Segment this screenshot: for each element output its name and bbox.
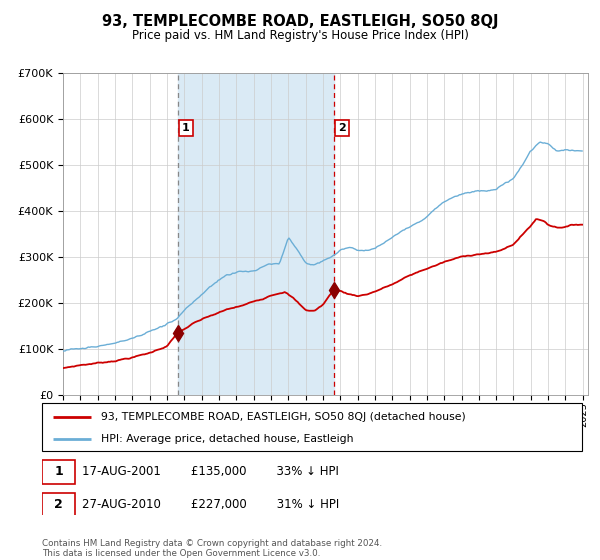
Text: 93, TEMPLECOMBE ROAD, EASTLEIGH, SO50 8QJ: 93, TEMPLECOMBE ROAD, EASTLEIGH, SO50 8Q… xyxy=(102,14,498,29)
Text: 93, TEMPLECOMBE ROAD, EASTLEIGH, SO50 8QJ (detached house): 93, TEMPLECOMBE ROAD, EASTLEIGH, SO50 8Q… xyxy=(101,412,466,422)
Text: Price paid vs. HM Land Registry's House Price Index (HPI): Price paid vs. HM Land Registry's House … xyxy=(131,29,469,42)
Text: 1: 1 xyxy=(182,123,190,133)
Text: Contains HM Land Registry data © Crown copyright and database right 2024.
This d: Contains HM Land Registry data © Crown c… xyxy=(42,539,382,558)
FancyBboxPatch shape xyxy=(42,493,76,517)
FancyBboxPatch shape xyxy=(42,460,76,484)
Text: 1: 1 xyxy=(55,465,63,478)
Text: 27-AUG-2010        £227,000        31% ↓ HPI: 27-AUG-2010 £227,000 31% ↓ HPI xyxy=(83,498,340,511)
Text: 2: 2 xyxy=(55,498,63,511)
Text: 17-AUG-2001        £135,000        33% ↓ HPI: 17-AUG-2001 £135,000 33% ↓ HPI xyxy=(83,465,340,478)
Bar xyxy=(178,73,334,395)
Text: 2: 2 xyxy=(338,123,346,133)
Text: HPI: Average price, detached house, Eastleigh: HPI: Average price, detached house, East… xyxy=(101,434,354,444)
FancyBboxPatch shape xyxy=(42,403,582,451)
